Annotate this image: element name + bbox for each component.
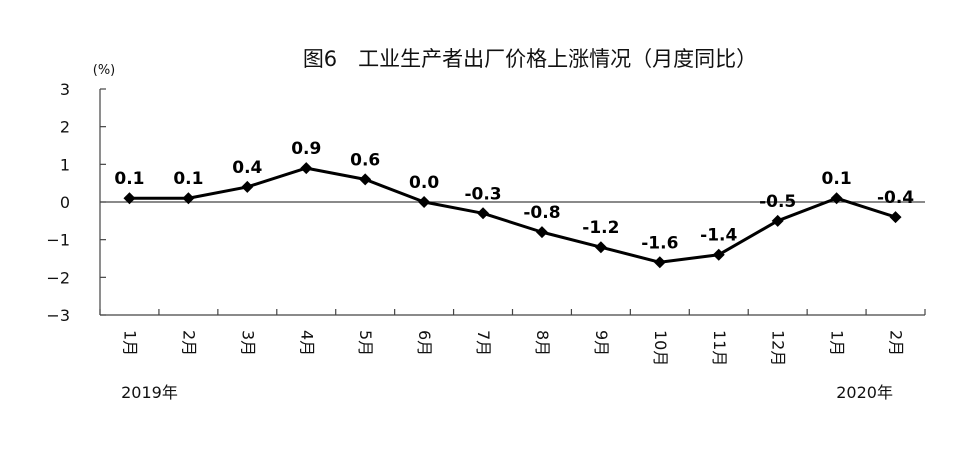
x-tick-label: 1月 [120,330,139,356]
y-tick-label: −1 [46,231,70,250]
data-point [123,192,136,205]
data-label: 0.0 [409,173,439,193]
y-tick-label: 1 [60,155,70,174]
y-axis-unit: (%) [93,63,116,78]
data-point [712,248,725,261]
data-point [889,211,902,224]
x-tick-label: 6月 [415,330,434,356]
data-point [535,226,548,239]
x-tick-label: 3月 [238,330,257,356]
year-label: 2020年 [836,383,893,402]
data-label: 0.9 [291,139,321,159]
data-point [300,162,313,175]
data-label: 0.1 [114,169,144,189]
y-tick-label: 3 [60,80,70,99]
data-point [418,196,431,208]
data-label: -0.3 [464,184,501,204]
data-point [477,207,490,220]
data-label: 0.1 [822,169,852,189]
chart-title: 图6 工业生产者出厂价格上涨情况（月度同比） [303,47,757,71]
data-label: 0.4 [232,158,262,178]
x-tick-label: 12月 [769,330,788,366]
data-label: 0.6 [350,150,380,170]
year-label: 2019年 [121,383,178,402]
x-tick-label: 9月 [592,330,611,356]
data-label: -1.4 [700,226,737,246]
data-point [182,192,195,205]
x-tick-label: 2月 [887,330,906,356]
data-label: 0.1 [173,169,203,189]
x-tick-label: 7月 [474,330,493,356]
y-tick-label: −2 [46,268,70,287]
series-line [129,166,896,264]
y-tick-label: 0 [60,193,70,212]
y-tick-labels: 3 2 1 0 −1 −2 −3 [46,80,70,325]
year-labels: 2019年 2020年 [121,383,893,402]
data-point [594,241,607,254]
data-point [830,192,843,205]
x-tick-label: 8月 [533,330,552,356]
data-label: -1.2 [582,218,619,238]
data-label: -0.5 [759,192,796,212]
data-point [771,214,784,227]
x-tick-labels: 1月 2月 3月 4月 5月 6月 7月 8月 9月 10月 11月 12月 1月 2月 [120,330,905,366]
y-tick-label: −3 [46,306,70,325]
x-tick-label: 2月 [179,330,198,356]
x-tick-label: 11月 [710,330,729,366]
axes [99,88,926,316]
x-tick-label: 10月 [651,330,670,366]
data-label: -0.4 [877,188,914,208]
series-layer: 0.1 0.1 0.4 0.9 0.6 0.0 -0.3 -0.8 -1.2 -1.6 -1.4 -0… [114,139,914,269]
x-tick-label: 5月 [356,330,375,356]
data-label: -0.8 [523,203,560,223]
data-point [241,180,254,193]
data-label: -1.6 [641,233,678,253]
data-point [653,256,666,269]
y-tick-label: 2 [60,118,70,137]
x-tick-label: 4月 [297,330,316,356]
data-point [359,173,372,186]
x-tick-label: 1月 [828,330,847,356]
